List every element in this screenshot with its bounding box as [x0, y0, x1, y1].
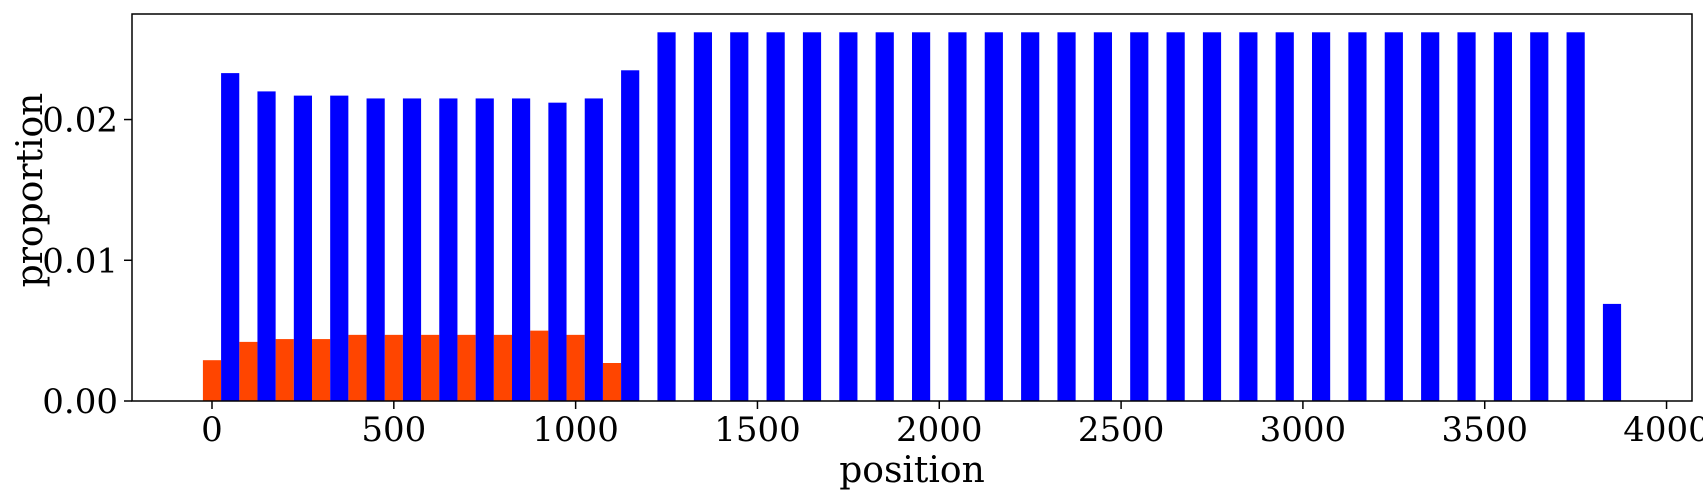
bar-series-1-26: [1166, 32, 1185, 401]
bar-series-1-3: [330, 95, 349, 402]
bar-series-1-29: [1275, 32, 1294, 401]
bar-series-1-21: [984, 32, 1003, 401]
bar-series-1-9: [548, 102, 567, 401]
bar-series-1-35: [1493, 32, 1512, 401]
bar-series-1-38: [1602, 303, 1622, 401]
x-axis-title: position: [839, 450, 985, 491]
bar-series-1-17: [839, 32, 858, 401]
y-tick-label-2: 0.02: [42, 101, 118, 141]
bar-series-1-32: [1384, 32, 1403, 401]
bar-series-1-18: [875, 32, 894, 401]
bar-series-1-34: [1457, 32, 1476, 401]
bar-series-1-12: [657, 32, 676, 401]
bar-series-0-9: [530, 330, 549, 401]
bar-series-0-4: [348, 334, 367, 401]
bar-series-0-2: [275, 339, 294, 401]
bar-series-1-31: [1348, 32, 1367, 401]
x-axis-ticks: 0 500 1000 1500 2000 2500 3000 3500 4000: [201, 401, 1703, 450]
bar-series-0-11: [602, 363, 622, 401]
bar-series-0-1: [239, 341, 258, 401]
bar-series-0-8: [493, 334, 512, 401]
bar-series-1-5: [402, 98, 422, 401]
bar-series-1-0: [221, 73, 240, 402]
y-axis-title: proportion: [10, 93, 51, 288]
bar-series-1-4: [366, 98, 385, 401]
plot-frame: [131, 13, 1693, 402]
bar-series-1-16: [802, 32, 822, 401]
x-tick-label-2: 1000: [532, 410, 619, 450]
bar-series-1-36: [1530, 32, 1549, 401]
bar-series-0-10: [566, 334, 585, 401]
y-tick-label-1: 0.01: [42, 241, 118, 281]
x-tick-label-3: 1500: [714, 410, 801, 450]
bar-series-1-15: [766, 32, 785, 401]
bar-series-1-6: [439, 98, 458, 401]
bar-series-0-6: [421, 334, 440, 401]
x-tick-label-6: 3000: [1260, 410, 1347, 450]
bar-series-1-33: [1421, 32, 1440, 401]
bar-series-0-3: [312, 339, 331, 401]
y-axis-ticks: 0.00 0.01 0.02: [42, 101, 132, 422]
bar-series-1-10: [584, 98, 603, 401]
bar-series-1-28: [1239, 32, 1258, 401]
bar-series-1-30: [1312, 32, 1331, 401]
bar-series-1-14: [730, 32, 749, 401]
bar-series-1-25: [1130, 32, 1149, 401]
bar-series-1-27: [1202, 32, 1222, 401]
x-tick-label-5: 2500: [1078, 410, 1165, 450]
bar-series-1-20: [948, 32, 967, 401]
bar-series-1-37: [1566, 32, 1585, 401]
x-tick-label-1: 500: [361, 410, 426, 450]
bar-series-1-24: [1093, 32, 1112, 401]
bar-series-1-8: [512, 98, 531, 401]
bar-series-1-23: [1057, 32, 1076, 401]
x-tick-label-0: 0: [201, 410, 223, 450]
bars-layer: [202, 32, 1622, 402]
bar-series-1-11: [621, 70, 640, 401]
bar-series-1-7: [475, 98, 494, 401]
bar-series-1-2: [293, 95, 312, 402]
bar-series-0-0: [202, 360, 222, 401]
y-tick-label-0: 0.00: [42, 382, 118, 422]
x-tick-label-4: 2000: [896, 410, 983, 450]
bar-series-1-19: [912, 32, 931, 401]
bar-series-1-13: [693, 32, 712, 401]
bar-series-1-22: [1021, 32, 1040, 401]
bar-series-0-5: [384, 334, 403, 401]
x-tick-label-7: 3500: [1441, 410, 1528, 450]
bar-series-0-7: [457, 334, 476, 401]
bar-series-1-1: [257, 91, 276, 402]
x-tick-label-8: 4000: [1623, 410, 1703, 450]
